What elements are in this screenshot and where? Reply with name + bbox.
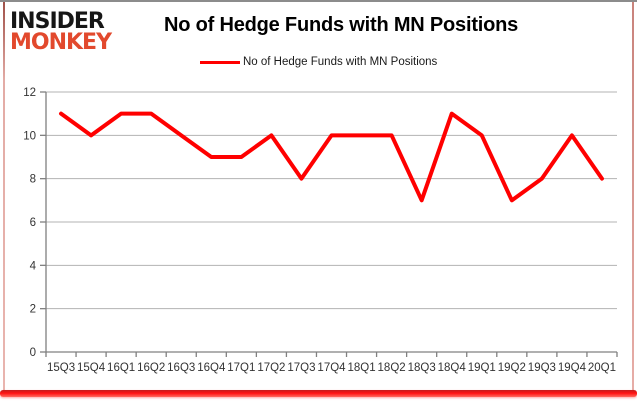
chart-title: No of Hedge Funds with MN Positions [164, 14, 519, 36]
legend-line-sample [200, 60, 240, 64]
x-label-20Q1: 20Q1 [588, 362, 616, 374]
x-label-16Q1: 16Q1 [107, 362, 135, 374]
y-tick-label-8: 8 [30, 174, 36, 186]
y-tick-label-12: 12 [23, 87, 36, 99]
x-label-17Q2: 17Q2 [257, 362, 285, 374]
frame-right-border [632, 2, 634, 394]
x-label-18Q4: 18Q4 [438, 362, 467, 374]
series-line [59, 111, 604, 203]
logo-insider-text: INSIDER [10, 9, 105, 34]
x-label-16Q2: 16Q2 [137, 362, 165, 374]
x-label-17Q3: 17Q3 [287, 362, 315, 374]
x-label-16Q3: 16Q3 [167, 362, 195, 374]
x-label-19Q3: 19Q3 [528, 362, 556, 374]
y-tick-label-2: 2 [30, 304, 36, 316]
x-label-16Q4: 16Q4 [197, 362, 226, 374]
x-label-18Q2: 18Q2 [378, 362, 406, 374]
x-label-17Q1: 17Q1 [227, 362, 255, 374]
logo-monkey-text: MONKEY [10, 30, 112, 55]
x-label-19Q4: 19Q4 [558, 362, 587, 374]
x-label-19Q2: 19Q2 [498, 362, 526, 374]
frame-left-border [3, 2, 5, 394]
x-label-15Q4: 15Q4 [77, 362, 106, 374]
y-tick-label-0: 0 [30, 347, 36, 359]
x-label-18Q1: 18Q1 [347, 362, 375, 374]
insider-monkey-logo: INSIDER MONKEY [10, 9, 112, 55]
y-tick-label-4: 4 [30, 260, 37, 272]
chart-legend: No of Hedge Funds with MN Positions [200, 56, 437, 68]
x-label-19Q1: 19Q1 [468, 362, 496, 374]
x-label-15Q3: 15Q3 [47, 362, 75, 374]
x-label-17Q4: 17Q4 [317, 362, 346, 374]
y-tick-label-6: 6 [30, 217, 36, 229]
y-tick-label-10: 10 [23, 130, 36, 142]
x-label-18Q3: 18Q3 [408, 362, 436, 374]
frame-bottom-glow [0, 390, 637, 397]
legend-label: No of Hedge Funds with MN Positions [243, 56, 438, 68]
frame-top-border [0, 0, 637, 2]
